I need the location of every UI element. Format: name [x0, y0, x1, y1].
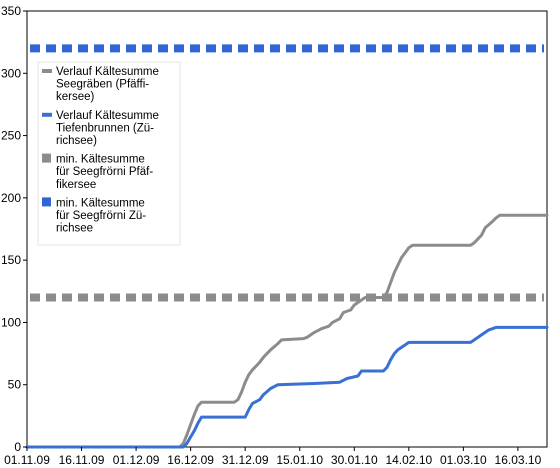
- y-axis: 0 50 100 150 200 250 300 350: [1, 4, 27, 454]
- legend-square-swatch: [42, 153, 51, 163]
- legend-label: richsee: [56, 223, 93, 235]
- legend-square-swatch: [42, 197, 51, 207]
- series-lines: [25, 213, 549, 449]
- y-tick-label: 200: [1, 191, 21, 205]
- series-line: [25, 213, 549, 449]
- y-tick-label: 300: [1, 66, 21, 80]
- legend-label: für Seegfrörni Zü-: [56, 210, 146, 222]
- x-tick-label: 16.12.09: [167, 453, 214, 467]
- legend-label: für Seegfrörni Pfäf-: [56, 166, 153, 178]
- legend-box: [37, 61, 181, 246]
- legend-label: kersee): [56, 91, 95, 103]
- legend-label: fikersee: [56, 179, 96, 191]
- legend-label: min. Kältesumme: [56, 154, 145, 166]
- x-tick-label: 01.12.09: [113, 453, 160, 467]
- x-tick-label: 16.03.10: [495, 453, 542, 467]
- x-tick-label: 15.01.10: [276, 453, 323, 467]
- threshold-lines: [30, 44, 544, 302]
- legend-label: richsee): [56, 135, 97, 147]
- x-tick-label: 30.01.10: [331, 453, 378, 467]
- x-tick-label: 01.03.10: [440, 453, 487, 467]
- legend-label: Verlauf Kältesumme: [56, 66, 159, 78]
- x-tick-label: 16.11.09: [59, 453, 105, 467]
- y-tick-label: 150: [1, 253, 21, 267]
- y-tick-label: 100: [1, 315, 21, 329]
- legend-label: min. Kältesumme: [56, 197, 145, 209]
- series-line: [25, 325, 549, 449]
- legend-label: Seegräben (Pfäffi-: [56, 79, 149, 91]
- x-tick-label: 14.02.10: [385, 453, 432, 467]
- y-tick-label: 0: [14, 440, 21, 454]
- y-tick-label: 350: [1, 4, 21, 18]
- x-axis: 01.11.09 16.11.09 01.12.09 16.12.09 31.12.09…: [4, 447, 542, 467]
- x-tick-label: 31.12.09: [222, 453, 269, 467]
- y-tick-label: 250: [1, 129, 21, 143]
- legend-label: Tiefenbrunnen (Zü-: [56, 122, 154, 134]
- legend-label: Verlauf Kältesumme: [56, 110, 159, 122]
- y-tick-label: 50: [8, 378, 22, 392]
- x-tick-label: 01.11.09: [4, 453, 50, 467]
